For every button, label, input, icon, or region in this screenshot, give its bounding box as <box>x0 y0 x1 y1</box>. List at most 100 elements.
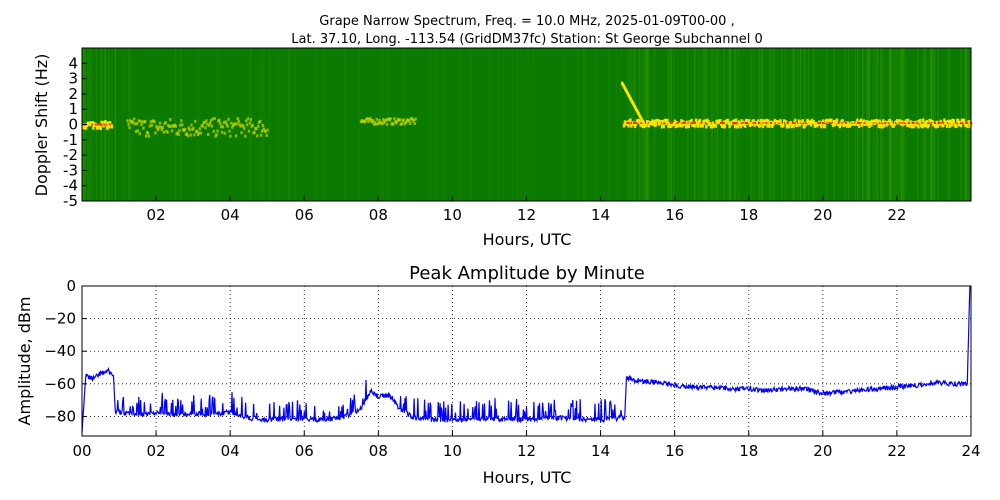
heatmap-signal-cell <box>141 120 144 124</box>
amplitude-title: Peak Amplitude by Minute <box>409 263 645 284</box>
heatmap-noise-streak <box>704 48 706 201</box>
amplitude-x-tick-label: 04 <box>221 442 240 460</box>
spectrum-y-tick-label: 0 <box>68 116 78 134</box>
heatmap-noise-streak <box>268 48 270 201</box>
heatmap-signal-cell <box>413 122 416 125</box>
heatmap-signal-cell <box>915 122 918 127</box>
amplitude-series-line <box>81 285 971 433</box>
heatmap-signal-cell <box>728 124 731 129</box>
heatmap-signal-cell <box>149 120 152 124</box>
amplitude-x-tick-label: 02 <box>147 442 166 460</box>
heatmap-signal-cell <box>158 121 162 125</box>
heatmap-signal-cell <box>101 121 104 126</box>
heatmap-signal-cell <box>389 117 392 121</box>
heatmap-signal-cell <box>139 119 142 123</box>
heatmap-signal-cell <box>198 127 202 131</box>
heatmap-signal-cell <box>253 130 256 134</box>
heatmap-signal-cell <box>719 119 722 123</box>
heatmap-signal-cell <box>711 121 715 126</box>
heatmap-signal-cell <box>189 133 192 137</box>
heatmap-signal-cell <box>733 119 736 124</box>
heatmap-peak-cell <box>955 122 958 124</box>
heatmap-signal-cell <box>218 118 221 122</box>
heatmap-signal-cell <box>259 133 263 137</box>
heatmap-signal-cell <box>690 118 693 123</box>
amplitude-x-tick-label: 08 <box>369 442 388 460</box>
heatmap-noise-streak <box>577 48 579 201</box>
heatmap-peak-cell <box>700 122 703 124</box>
heatmap-signal-cell <box>255 127 258 131</box>
heatmap-signal-cell <box>733 124 737 129</box>
heatmap-signal-cell <box>393 117 396 120</box>
heatmap-noise-streak <box>217 48 219 201</box>
heatmap-signal-cell <box>146 131 150 135</box>
heatmap-signal-cell <box>251 123 254 127</box>
heatmap-signal-cell <box>765 118 768 123</box>
heatmap-signal-cell <box>888 119 891 123</box>
heatmap-signal-cell <box>366 117 369 121</box>
heatmap-signal-cell <box>168 125 171 129</box>
heatmap-signal-cell <box>207 123 211 127</box>
heatmap-signal-cell <box>412 118 415 122</box>
heatmap-signal-cell <box>704 119 707 124</box>
heatmap-noise-streak <box>277 48 279 201</box>
heatmap-signal-cell <box>922 123 926 128</box>
heatmap-signal-cell <box>258 119 262 123</box>
heatmap-peak-cell <box>829 122 832 124</box>
heatmap-peak-cell <box>663 122 666 124</box>
heatmap-signal-cell <box>260 129 264 133</box>
spectrum-x-label: Hours, UTC <box>483 230 572 249</box>
heatmap-signal-cell <box>647 123 651 128</box>
heatmap-signal-cell <box>234 134 238 138</box>
spectrum-heatmap <box>82 48 973 201</box>
heatmap-signal-cell <box>789 120 792 125</box>
heatmap-noise-streak <box>114 48 116 201</box>
heatmap-signal-cell <box>823 124 827 129</box>
heatmap-signal-cell <box>966 124 969 129</box>
heatmap-signal-cell <box>750 122 753 126</box>
heatmap-signal-cell <box>652 122 655 127</box>
heatmap-signal-cell <box>148 124 152 128</box>
heatmap-noise-streak <box>931 48 932 201</box>
heatmap-noise-streak <box>584 48 586 201</box>
heatmap-signal-cell <box>201 124 204 128</box>
heatmap-signal-cell <box>373 121 377 125</box>
heatmap-noise-streak <box>498 48 499 201</box>
heatmap-signal-cell <box>756 122 759 127</box>
heatmap-signal-cell <box>890 120 893 125</box>
heatmap-signal-cell <box>679 123 682 128</box>
spectrum-y-tick-label: -4 <box>63 177 78 195</box>
heatmap-peak-cell <box>733 122 735 124</box>
heatmap-signal-cell <box>223 131 227 135</box>
heatmap-signal-cell <box>905 119 908 123</box>
heatmap-signal-cell <box>808 120 812 125</box>
heatmap-signal-cell <box>645 123 648 127</box>
heatmap-signal-cell <box>860 122 864 127</box>
heatmap-signal-cell <box>846 123 849 128</box>
heatmap-signal-cell <box>633 124 637 129</box>
heatmap-signal-cell <box>400 122 403 126</box>
heatmap-signal-cell <box>917 124 920 129</box>
heatmap-signal-cell <box>898 119 902 124</box>
heatmap-signal-cell <box>377 121 380 125</box>
spectrum-y-tick-label: 3 <box>68 70 78 88</box>
heatmap-noise-streak <box>359 48 361 201</box>
heatmap-signal-cell <box>865 120 868 124</box>
spectrum-y-tick-label: -3 <box>63 161 78 179</box>
heatmap-signal-cell <box>161 126 164 130</box>
amplitude-x-tick-label: 06 <box>295 442 314 460</box>
heatmap-noise-streak <box>812 48 814 201</box>
heatmap-signal-cell <box>215 133 218 137</box>
spectrum-x-tick-label: 14 <box>591 206 610 224</box>
heatmap-peak-cell <box>837 122 840 124</box>
heatmap-signal-cell <box>186 134 189 138</box>
spectrum-y-tick-label: -1 <box>63 131 78 149</box>
heatmap-signal-cell <box>183 127 187 131</box>
heatmap-signal-cell <box>205 119 208 123</box>
heatmap-signal-cell <box>812 120 815 125</box>
heatmap-noise-streak <box>527 48 529 201</box>
heatmap-noise-streak <box>784 48 786 201</box>
heatmap-signal-cell <box>185 132 189 136</box>
heatmap-signal-cell <box>654 123 657 128</box>
heatmap-noise-streak <box>532 48 534 201</box>
